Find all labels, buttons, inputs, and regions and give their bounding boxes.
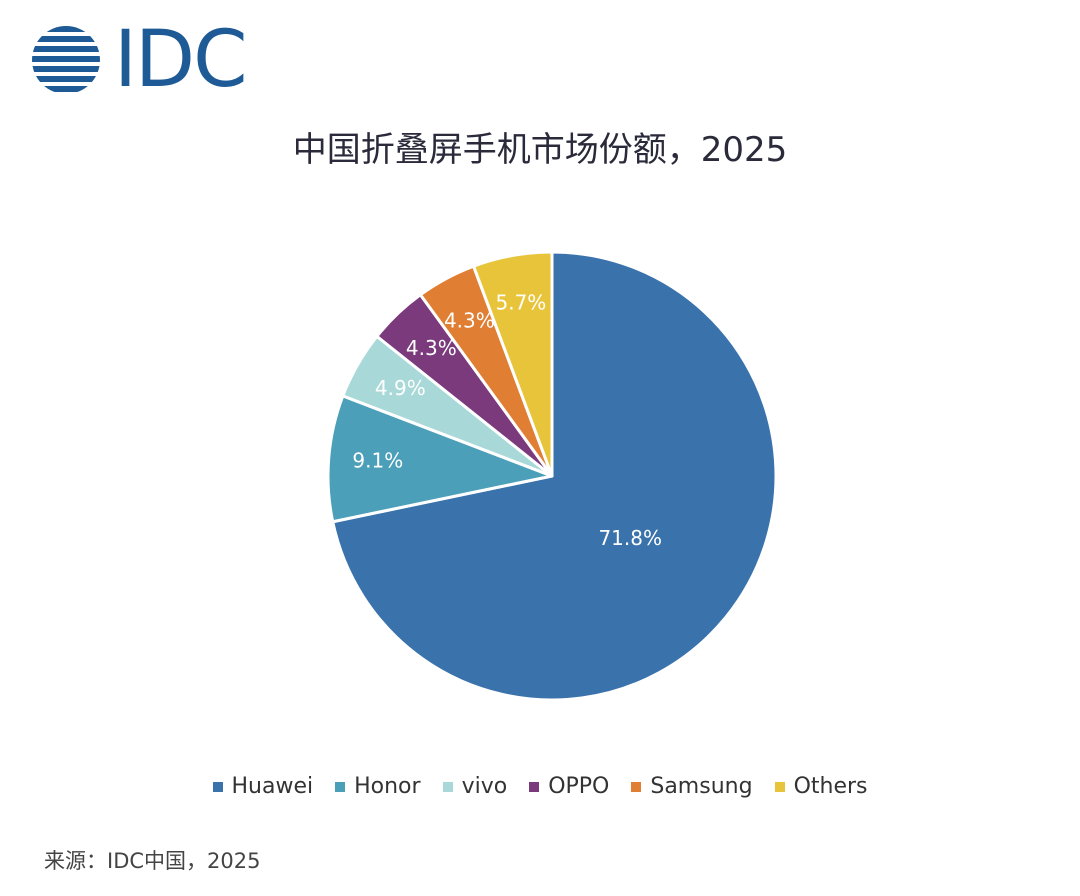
source-note: 来源：IDC中国，2025 [44,849,261,873]
legend-swatch [631,782,642,792]
legend-label: Samsung [650,774,753,799]
data-label-samsung: 4.3% [444,309,495,333]
legend: Huawei Honor vivo OPPO Samsung Others [0,772,1080,802]
legend-swatch [335,782,346,792]
legend-label: vivo [461,774,508,799]
data-label-honor: 9.1% [352,449,403,473]
data-label-oppo: 4.3% [406,336,457,360]
idc-logo: IDC [28,15,248,105]
legend-label: OPPO [548,774,610,799]
legend-label: Others [793,774,868,799]
chart-title: 中国折叠屏手机市场份额，2025 [292,130,788,170]
legend-item-vivo: vivo [442,772,508,802]
legend-item-oppo: OPPO [529,772,609,802]
legend-label: Honor [354,774,421,799]
pie-slice-honor [326,394,554,524]
legend-swatch [529,782,540,792]
data-label-vivo: 4.9% [375,376,426,400]
legend-swatch [212,782,223,792]
logo-text: IDC [114,15,248,105]
legend-item-huawei: Huawei [212,772,314,802]
legend-label: Huawei [231,774,314,799]
globe-icon [32,26,100,92]
legend-item-honor: Honor [335,772,421,802]
legend-item-others: Others [774,772,868,802]
data-label-others: 5.7% [496,291,547,315]
legend-swatch [442,782,453,792]
pie-slice-others [472,250,554,478]
data-label-huawei: 71.8% [598,526,662,550]
legend-item-samsung: Samsung [631,772,753,802]
legend-swatch [774,782,785,792]
pie-slice-huawei [331,250,778,702]
